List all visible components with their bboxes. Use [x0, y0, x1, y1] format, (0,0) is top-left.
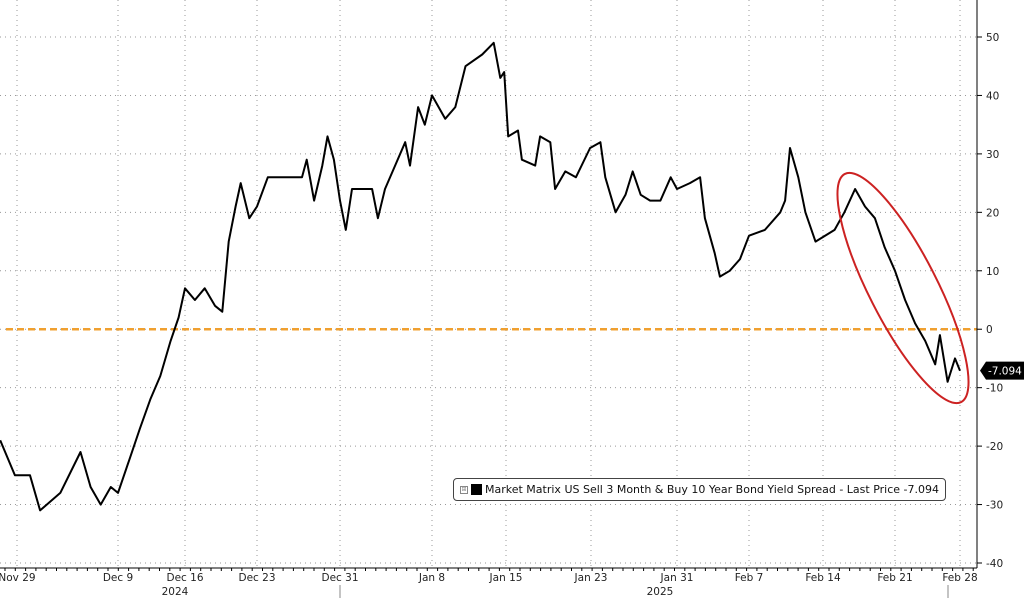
x-tick-label: Dec 31: [321, 572, 358, 584]
x-tick-label: Jan 8: [418, 572, 445, 584]
x-tick-label: Dec 16: [166, 572, 203, 584]
x-tick-label: Jan 15: [489, 572, 523, 584]
x-tick-label: Feb 7: [735, 572, 764, 584]
year-label: 2025: [647, 586, 674, 598]
last-price-label: -7.094: [988, 366, 1022, 378]
x-tick-label: Dec 23: [238, 572, 275, 584]
x-tick-label: Nov 29: [0, 572, 36, 584]
legend-swatch: [471, 484, 482, 495]
x-tick-label: Feb 21: [877, 572, 912, 584]
y-tick-label: -30: [986, 500, 1003, 512]
year-label: 2024: [162, 586, 189, 598]
x-tick-label: Feb 28: [942, 572, 977, 584]
legend: ⊞ Market Matrix US Sell 3 Month & Buy 10…: [453, 478, 946, 501]
x-tick-label: Jan 23: [574, 572, 608, 584]
expand-icon[interactable]: ⊞: [460, 485, 468, 494]
highlight-ellipse: [836, 171, 970, 405]
series: [0, 41, 961, 512]
x-tick-label: Jan 31: [660, 572, 694, 584]
x-tick-label: Feb 14: [805, 572, 841, 584]
y-tick-label: -20: [986, 441, 1003, 453]
series-line: [0, 41, 961, 512]
y-tick-label: -40: [986, 558, 1003, 570]
y-tick-label: 30: [986, 149, 999, 161]
legend-text: Market Matrix US Sell 3 Month & Buy 10 Y…: [485, 483, 939, 496]
y-tick-label: 50: [986, 32, 999, 44]
y-tick-label: 10: [986, 266, 999, 278]
y-tick-label: 40: [986, 90, 999, 102]
y-tick-label: -10: [986, 383, 1003, 395]
y-tick-label: 0: [986, 324, 993, 336]
x-tick-label: Dec 9: [103, 572, 133, 584]
last-price-badge: [980, 361, 1024, 380]
y-tick-label: 20: [986, 207, 999, 219]
